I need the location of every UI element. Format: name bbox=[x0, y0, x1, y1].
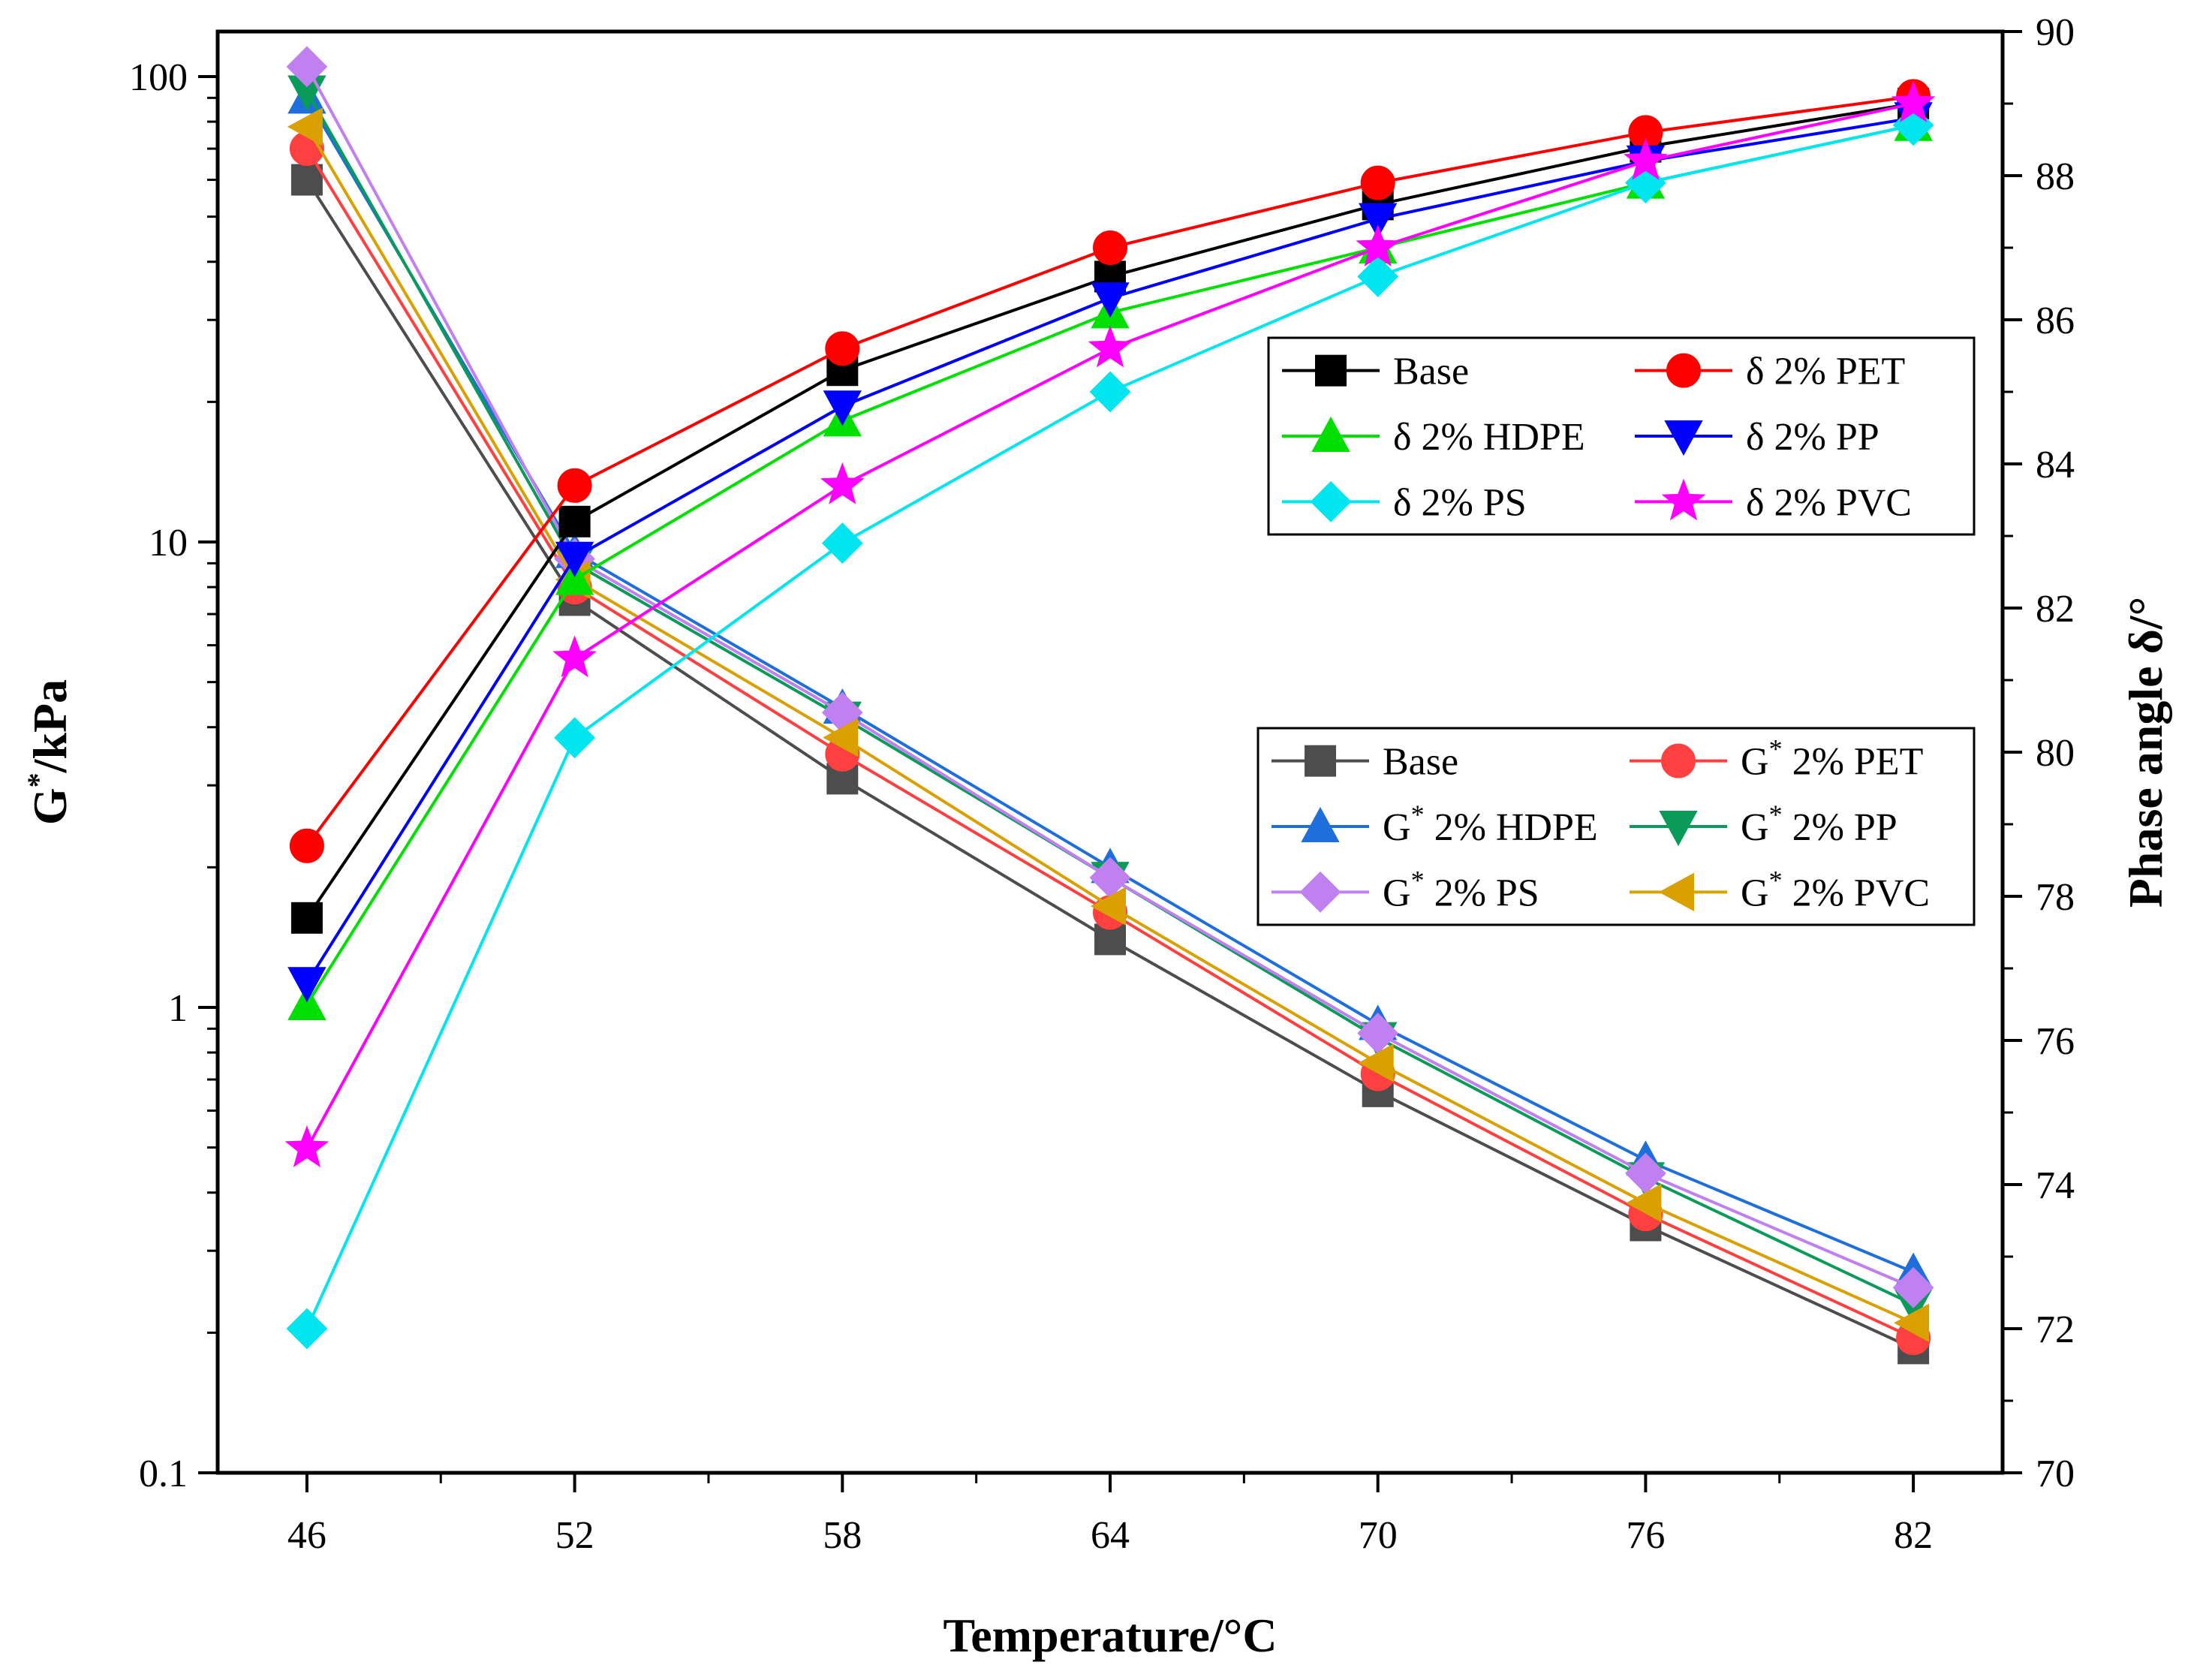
y-right-tick-label: 82 bbox=[2036, 588, 2075, 631]
y-right-axis-title: Phase angle δ/° bbox=[2119, 597, 2172, 908]
phase-legend-label: Base bbox=[1393, 351, 1469, 393]
y-right-tick-label: 76 bbox=[2036, 1020, 2075, 1063]
y-right-tick-label: 86 bbox=[2036, 300, 2075, 342]
phase-data-point bbox=[1359, 203, 1398, 239]
phase-data-point bbox=[552, 635, 597, 678]
phase-data-point bbox=[1091, 282, 1130, 318]
phase-data-point bbox=[554, 717, 596, 759]
phase-data-point bbox=[557, 468, 592, 503]
phase-data-point bbox=[287, 967, 327, 1003]
x-axis-title: Temperature/°C bbox=[943, 1609, 1277, 1662]
y-right-tick-label: 84 bbox=[2036, 444, 2075, 486]
y-left-tick-label: 1 bbox=[168, 987, 188, 1030]
g-legend: Base G* 2% PET G* 2% HDPE G* 2% PP G* 2% PS G… bbox=[1256, 727, 1976, 926]
phase-legend-marker bbox=[1315, 354, 1347, 387]
phase-legend-box bbox=[1267, 336, 1976, 536]
phase-data-point bbox=[555, 541, 594, 577]
g-data-point bbox=[290, 164, 323, 196]
g-legend-label: G* 2% PVC bbox=[1741, 865, 1930, 914]
g-data-point bbox=[1894, 1303, 1930, 1342]
g-legend-label: G* 2% PP bbox=[1741, 799, 1898, 849]
y-left-tick-label: 100 bbox=[129, 56, 188, 99]
phase-data-point bbox=[820, 462, 865, 504]
y-right-tick-label: 80 bbox=[2036, 732, 2075, 775]
y-left-title-sup: * bbox=[21, 772, 55, 787]
y-left-axis-title: G*/kPa bbox=[21, 679, 77, 825]
g-data-point bbox=[823, 718, 859, 757]
phase-data-point bbox=[1093, 230, 1127, 265]
phase-data-point bbox=[823, 390, 862, 426]
y-right-tick-label: 72 bbox=[2036, 1308, 2075, 1351]
y-left-tick-label: 10 bbox=[149, 522, 188, 565]
phase-data-point bbox=[1891, 80, 1936, 122]
phase-data-point bbox=[289, 828, 324, 863]
g-data-point bbox=[1094, 923, 1126, 956]
y-left-tick-label: 0.1 bbox=[139, 1453, 188, 1495]
phase-data-point bbox=[287, 984, 327, 1020]
y-left-title-rest: /kPa bbox=[23, 679, 77, 773]
g-data-point bbox=[286, 46, 328, 88]
y-right-tick-label: 78 bbox=[2036, 876, 2075, 919]
x-tick-label: 76 bbox=[1626, 1514, 1665, 1557]
phase-legend-label: δ 2% PVC bbox=[1746, 481, 1912, 524]
g-legend-box bbox=[1256, 727, 1976, 926]
x-tick-label: 52 bbox=[555, 1514, 594, 1557]
phase-data-point bbox=[825, 331, 860, 366]
g-legend-label: G* 2% PS bbox=[1383, 865, 1539, 914]
phase-data-point bbox=[1360, 165, 1395, 200]
phase-data-point bbox=[290, 902, 323, 934]
phase-legend-marker bbox=[1664, 420, 1703, 456]
phase-legend-marker bbox=[1310, 480, 1352, 522]
g-legend-marker bbox=[1659, 811, 1698, 847]
phase-data-point bbox=[555, 559, 594, 595]
g-data-point bbox=[1892, 1266, 1934, 1308]
phase-data-point bbox=[1088, 325, 1133, 368]
g-legend-label: G* 2% HDPE bbox=[1383, 799, 1598, 849]
phase-data-point bbox=[1089, 371, 1131, 413]
phase-data-point bbox=[1356, 224, 1401, 266]
phase-legend-marker bbox=[1661, 478, 1706, 521]
y-right-tick-label: 88 bbox=[2036, 155, 2075, 198]
phase-legend-label: δ 2% HDPE bbox=[1393, 416, 1585, 459]
x-tick-label: 58 bbox=[823, 1514, 862, 1557]
g-legend-marker bbox=[1661, 743, 1696, 778]
phase-legend-label: δ 2% PP bbox=[1746, 416, 1879, 459]
phase-legend-marker bbox=[1311, 416, 1350, 452]
x-tick-label: 70 bbox=[1359, 1514, 1398, 1557]
g-legend-marker bbox=[1305, 745, 1336, 777]
g-data-point bbox=[287, 107, 323, 146]
g-legend-marker bbox=[1299, 871, 1341, 913]
phase-series-5 bbox=[284, 80, 1936, 1167]
g-legend-label: Base bbox=[1383, 741, 1458, 784]
phase-data-point bbox=[1357, 255, 1399, 297]
x-tick-label: 64 bbox=[1091, 1514, 1130, 1557]
phase-series-4 bbox=[286, 104, 1934, 1350]
y-right-tick-label: 90 bbox=[2036, 11, 2075, 54]
phase-data-point bbox=[821, 522, 863, 565]
phase-legend-label: δ 2% PS bbox=[1393, 481, 1527, 524]
g-legend-marker bbox=[1301, 806, 1340, 842]
y-right-tick-label: 74 bbox=[2036, 1164, 2075, 1207]
x-tick-label: 82 bbox=[1894, 1514, 1933, 1557]
phase-data-point bbox=[558, 505, 591, 537]
phase-data-point bbox=[1624, 137, 1668, 180]
g-legend-marker bbox=[1658, 872, 1694, 912]
phase-legend-marker bbox=[1666, 353, 1701, 388]
phase-data-point bbox=[286, 1308, 328, 1350]
y-right-tick-label: 70 bbox=[2036, 1453, 2075, 1495]
g-data-point bbox=[1090, 887, 1126, 926]
x-tick-label: 46 bbox=[287, 1514, 327, 1557]
g-legend-label: G* 2% PET bbox=[1741, 734, 1923, 784]
phase-data-point bbox=[284, 1125, 330, 1167]
phase-legend: Base δ 2% PET δ 2% HDPE δ 2% PP δ 2% PS δ 2% … bbox=[1267, 336, 1976, 536]
phase-legend-label: δ 2% PET bbox=[1746, 351, 1905, 393]
g-data-point bbox=[1358, 1043, 1394, 1082]
g-data-point bbox=[1626, 1183, 1662, 1223]
y-left-title-main: G bbox=[23, 787, 77, 825]
